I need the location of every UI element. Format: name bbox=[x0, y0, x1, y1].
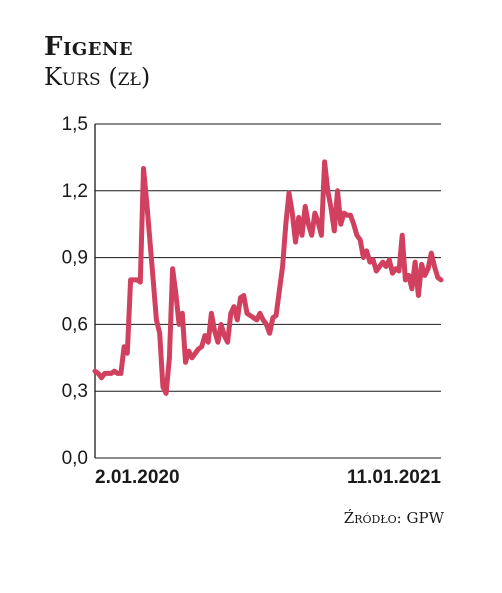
y-tick-label: 0,0 bbox=[62, 448, 88, 469]
series bbox=[92, 159, 444, 396]
x-tick-end: 11.01.2021 bbox=[347, 467, 441, 488]
series-line bbox=[92, 159, 444, 396]
x-tick-start: 2.01.2020 bbox=[95, 467, 180, 488]
y-tick-label: 1,2 bbox=[62, 181, 88, 202]
source-label: Źródło: GPW bbox=[343, 509, 444, 527]
y-axis-ticks: 0,0 0,3 0,6 0,9 1,2 1,5 bbox=[62, 114, 88, 469]
y-tick-label: 0,9 bbox=[62, 248, 88, 269]
y-tick-label: 1,5 bbox=[62, 114, 88, 135]
grid bbox=[95, 123, 441, 459]
chart-title: Figene bbox=[44, 32, 134, 62]
chart-subtitle: Kurs (zł) bbox=[44, 63, 151, 91]
y-tick-label: 0,6 bbox=[62, 314, 88, 335]
y-tick-label: 0,3 bbox=[62, 381, 88, 402]
